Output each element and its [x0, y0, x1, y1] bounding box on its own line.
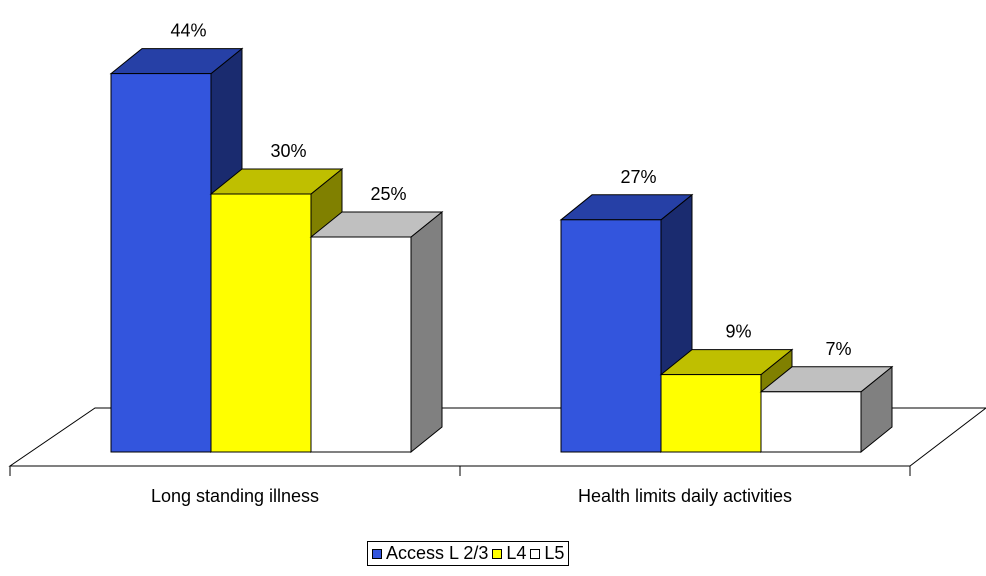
- bar-side-face: [410, 210, 443, 454]
- bar-l5-health-limits-daily-activities: [759, 365, 894, 454]
- category-label-long-standing-illness: Long standing illness: [151, 486, 319, 506]
- bar-l5-long-standing-illness: [309, 210, 444, 454]
- bar-front-face: [760, 391, 862, 453]
- data-label-l4-long-standing-illness: 30%: [270, 141, 306, 161]
- bar-front-face: [110, 73, 212, 453]
- bar-access-l-2-3-health-limits-daily-activities: [559, 193, 694, 454]
- legend-label-series-1: Access L 2/3: [386, 543, 489, 563]
- bar-front-face: [310, 236, 412, 453]
- x-axis: Long standing illness Health limits daily…: [9, 466, 911, 506]
- legend-item-series-3: L5: [530, 543, 564, 564]
- bar-front-face: [560, 219, 662, 453]
- data-label-l5-long-standing-illness: 25%: [370, 184, 406, 204]
- data-label-access-l-2-3-health-limits-daily-activities: 27%: [620, 167, 656, 187]
- legend-swatch-series-1: [372, 548, 382, 559]
- legend-swatch-series-3: [530, 548, 541, 559]
- legend: Access L 2/3 L4 L5: [367, 541, 570, 566]
- data-label-access-l-2-3-long-standing-illness: 44%: [170, 21, 206, 41]
- category-label-health-limits-daily-activities: Health limits daily activities: [578, 486, 792, 506]
- legend-label-series-2: L4: [506, 543, 527, 563]
- data-labels: 44% 30% 25% 27% 9% 7%: [170, 21, 851, 359]
- legend-item-series-2: L4: [492, 543, 526, 564]
- legend-swatch-series-2: [492, 548, 503, 559]
- bar-front-face: [660, 374, 762, 453]
- bars: [109, 47, 894, 454]
- bar-front-face: [210, 193, 312, 453]
- legend-item-series-1: Access L 2/3: [372, 543, 488, 564]
- data-label-l5-health-limits-daily-activities: 7%: [825, 339, 851, 359]
- legend-label-series-3: L5: [544, 543, 565, 563]
- data-label-l4-health-limits-daily-activities: 9%: [725, 322, 751, 342]
